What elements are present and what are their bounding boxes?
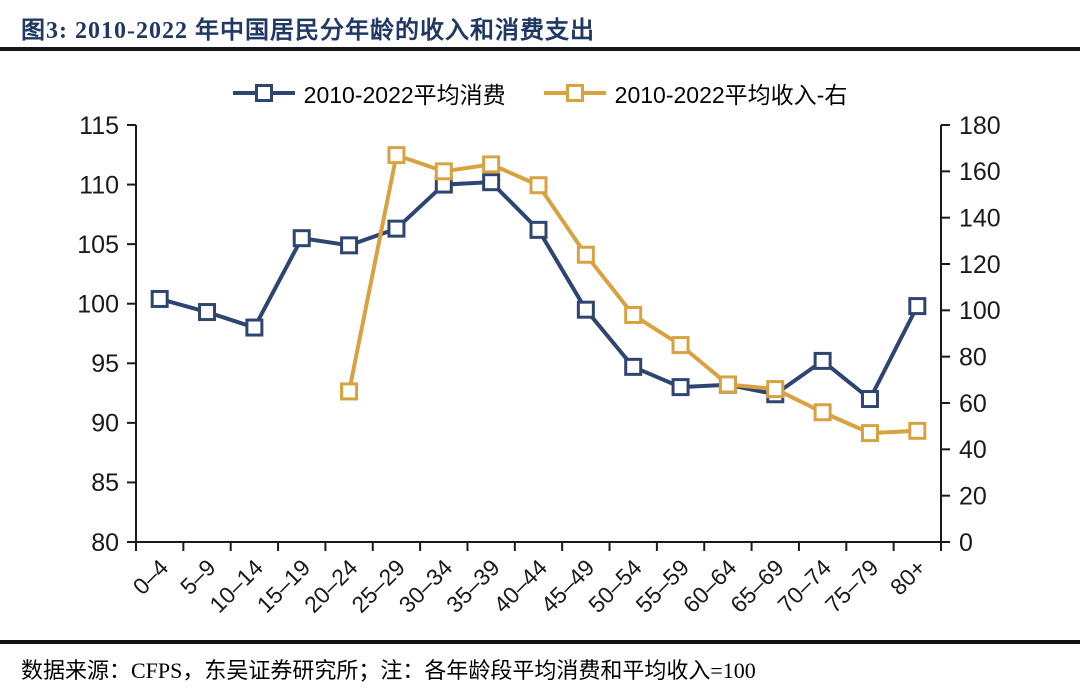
legend-item-income: 2010-2022平均收入-右 bbox=[543, 76, 848, 110]
data-point-marker bbox=[766, 380, 785, 399]
left-axis-tick-label: 110 bbox=[79, 171, 119, 199]
data-point-marker bbox=[624, 305, 643, 324]
legend-item-consumption: 2010-2022平均消费 bbox=[232, 76, 506, 110]
data-point-marker bbox=[860, 390, 879, 409]
left-axis-tick-label: 95 bbox=[91, 350, 119, 378]
x-axis-tick-label: 15–19 bbox=[252, 554, 316, 618]
right-axis-tick-label: 20 bbox=[959, 482, 987, 510]
data-point-marker bbox=[482, 173, 501, 192]
right-axis-tick-label: 160 bbox=[959, 158, 1001, 186]
data-point-marker bbox=[150, 289, 169, 308]
left-axis-tick-label: 80 bbox=[91, 529, 119, 557]
right-axis-tick-label: 0 bbox=[959, 529, 973, 557]
data-point-marker bbox=[340, 236, 359, 255]
data-point-marker bbox=[813, 403, 832, 422]
data-point-marker bbox=[198, 303, 217, 322]
series-line-consumption bbox=[159, 180, 920, 403]
data-point-marker bbox=[529, 220, 548, 239]
x-axis-tick-label: 45–49 bbox=[536, 554, 600, 618]
data-point-marker bbox=[908, 297, 927, 316]
data-point-marker bbox=[482, 155, 501, 174]
x-axis-tick-label: 10–14 bbox=[204, 554, 268, 618]
data-point-marker bbox=[671, 336, 690, 355]
chart-title: 图3: 2010-2022 年中国居民分年龄的收入和消费支出 bbox=[21, 18, 595, 44]
data-point-marker bbox=[624, 357, 643, 376]
line-chart-svg: 115 110 105 100 95 90 85 80 180 160 140 120 100 80 60 4… bbox=[77, 112, 1001, 618]
right-axis-tick-label: 140 bbox=[959, 204, 1001, 232]
data-point-marker bbox=[340, 382, 359, 401]
x-axis-tick-label: 50–54 bbox=[583, 554, 647, 618]
x-axis-tick-label: 35–39 bbox=[441, 554, 505, 618]
line-square-marker-icon bbox=[543, 81, 606, 105]
data-point-marker bbox=[245, 318, 264, 337]
footer-divider-rule bbox=[0, 640, 1080, 644]
x-axis-tick-label: 60–64 bbox=[678, 554, 742, 618]
data-point-marker bbox=[292, 229, 311, 248]
right-axis-tick-label: 80 bbox=[959, 343, 987, 371]
left-axis-tick-label: 100 bbox=[77, 290, 119, 318]
title-underline-rule bbox=[0, 47, 1080, 51]
data-point-marker bbox=[576, 245, 595, 264]
x-axis-tick-label: 70–74 bbox=[773, 554, 837, 618]
right-axis-tick-label: 40 bbox=[959, 436, 987, 464]
right-axis-tick-label: 60 bbox=[959, 390, 987, 418]
legend-label-income: 2010-2022平均收入-右 bbox=[614, 82, 848, 108]
data-point-marker bbox=[813, 351, 832, 370]
x-axis-tick-label: 25–29 bbox=[346, 554, 410, 618]
x-axis-tick-label: 75–79 bbox=[820, 554, 884, 618]
x-axis-tick-label: 30–34 bbox=[394, 554, 458, 618]
data-point-marker bbox=[387, 219, 406, 238]
right-axis-tick-label: 120 bbox=[959, 251, 1001, 279]
data-point-marker bbox=[718, 375, 737, 394]
data-point-marker bbox=[387, 146, 406, 165]
right-axis-tick-label: 100 bbox=[959, 297, 1001, 325]
data-point-marker bbox=[860, 424, 879, 443]
legend-label-consumption: 2010-2022平均消费 bbox=[303, 82, 506, 108]
source-note: 数据来源：CFPS，东吴证券研究所；注：各年龄段平均消费和平均收入=100 bbox=[21, 658, 756, 683]
x-axis-tick-label: 40–44 bbox=[488, 554, 552, 618]
data-point-marker bbox=[671, 378, 690, 397]
data-point-marker bbox=[908, 421, 927, 440]
left-axis-tick-label: 90 bbox=[91, 410, 119, 438]
x-axis-tick-label: 65–69 bbox=[725, 554, 789, 618]
data-point-marker bbox=[576, 300, 595, 319]
x-axis-tick-label: 55–59 bbox=[630, 554, 694, 618]
right-axis-tick-label: 180 bbox=[959, 112, 1001, 140]
series-line-income bbox=[347, 152, 918, 436]
left-axis-tick-label: 115 bbox=[79, 112, 119, 140]
left-axis-tick-label: 85 bbox=[91, 469, 119, 497]
chart-area: 115 110 105 100 95 90 85 80 180 160 140 120 100 80 60 4… bbox=[0, 52, 1080, 640]
legend-square-income bbox=[565, 84, 584, 102]
chart-legend: 2010-2022平均消费 2010-2022平均收入-右 bbox=[0, 76, 1080, 110]
x-axis-tick-label: 0–4 bbox=[128, 554, 174, 600]
x-axis-tick-label: 80+ bbox=[885, 554, 931, 600]
line-square-marker-icon bbox=[232, 81, 295, 105]
legend-square-consumption bbox=[254, 84, 273, 102]
left-axis-tick-label: 105 bbox=[77, 231, 119, 259]
data-point-marker bbox=[434, 162, 453, 181]
data-point-marker bbox=[529, 176, 548, 195]
x-axis-tick-label: 20–24 bbox=[299, 554, 363, 618]
